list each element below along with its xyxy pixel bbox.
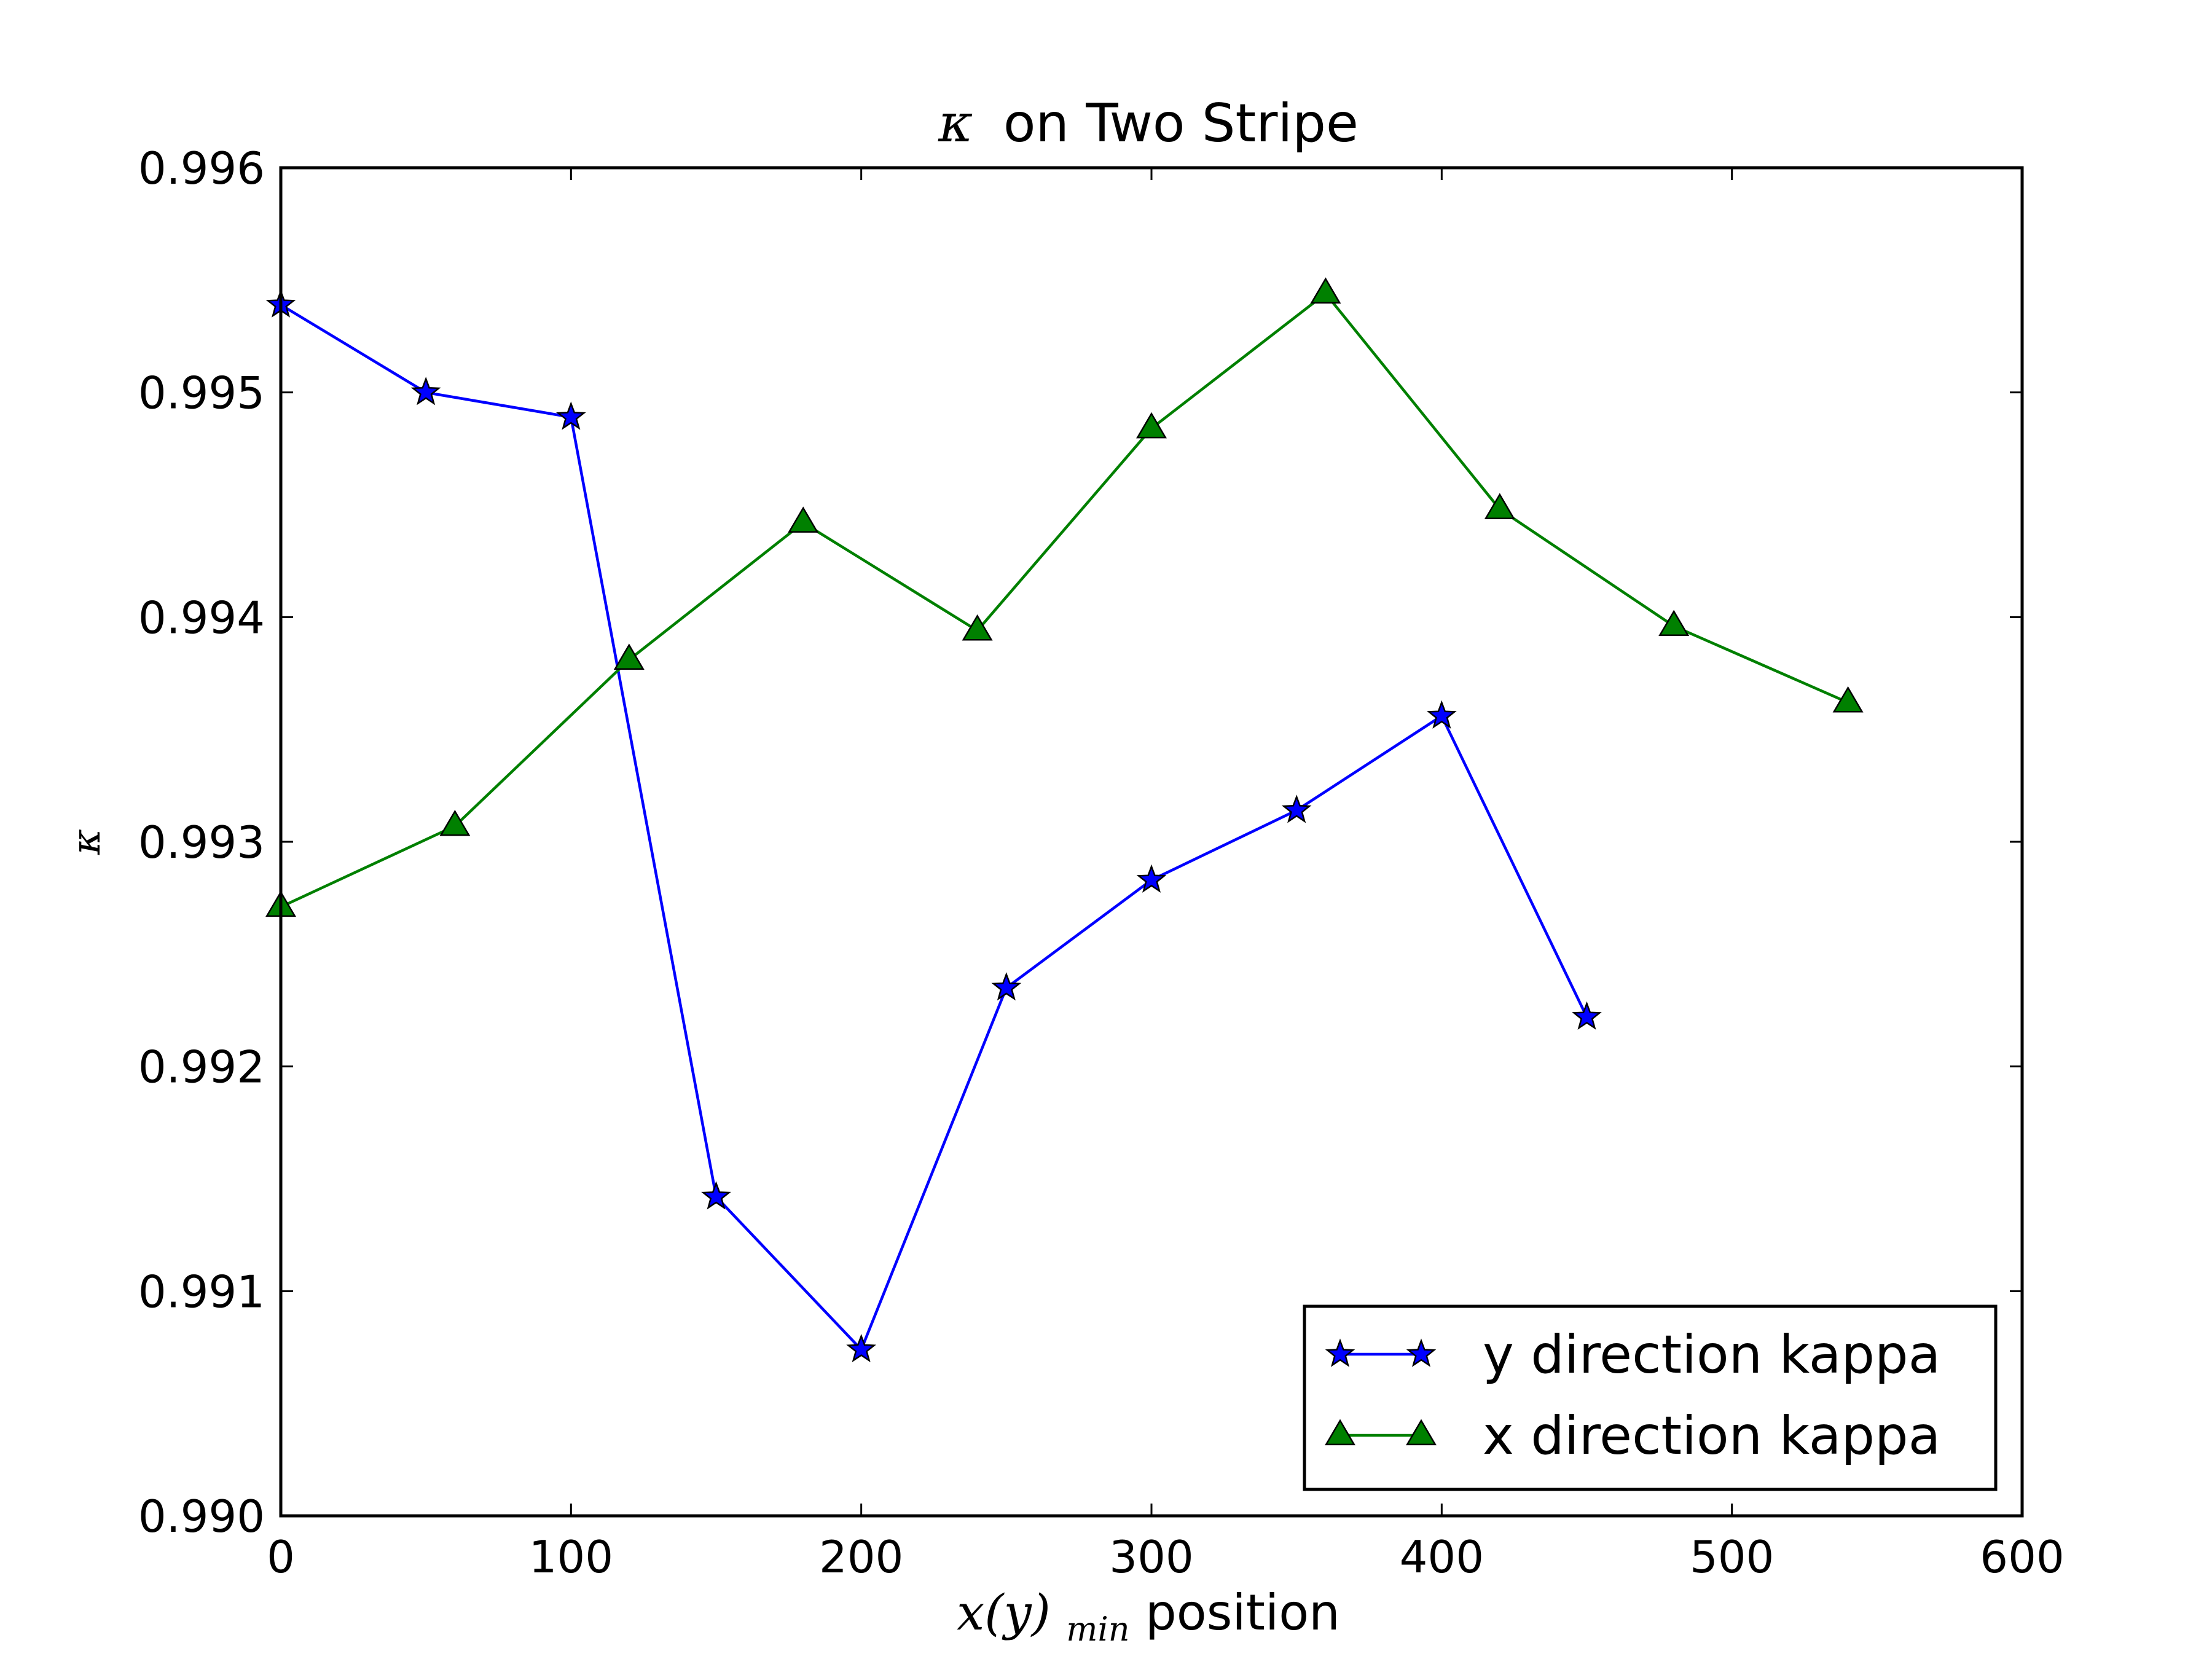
x-tick-label: 100 xyxy=(529,1531,613,1583)
y-tick-label: 0.996 xyxy=(138,143,265,194)
data-point-y-direction xyxy=(1572,1001,1602,1030)
x-tick-label: 300 xyxy=(1109,1531,1193,1583)
legend-label-y-direction: y direction kappa xyxy=(1483,1324,1940,1386)
data-point-y-direction xyxy=(1136,864,1167,893)
chart-title: κ on Two Stripe xyxy=(938,93,1359,154)
x-tick-label: 500 xyxy=(1690,1531,1774,1583)
x-axis-label-text: position xyxy=(1145,1584,1340,1641)
plot-frame xyxy=(279,166,2024,1518)
data-point-y-direction xyxy=(1281,794,1312,823)
chart-title-symbol: κ xyxy=(938,93,973,154)
data-point-x-direction xyxy=(1136,412,1167,439)
data-point-y-direction xyxy=(991,972,1022,1001)
y-tick-label: 0.993 xyxy=(138,817,265,868)
y-tick-label: 0.991 xyxy=(138,1266,265,1317)
legend-box xyxy=(1303,1304,1998,1491)
y-tick-label: 0.995 xyxy=(138,367,265,419)
x-tick-label: 0 xyxy=(267,1531,295,1583)
data-point-x-direction xyxy=(962,614,993,641)
data-point-x-direction xyxy=(1310,277,1341,304)
series-line-x-direction xyxy=(280,291,1849,909)
x-axis-label-subscript: min xyxy=(1066,1610,1129,1649)
data-point-y-direction xyxy=(410,377,441,406)
chart-title-text: on Two Stripe xyxy=(1003,93,1359,154)
legend-marker-y-direction xyxy=(1325,1338,1355,1367)
y-tick-label: 0.994 xyxy=(138,592,265,643)
y-tick-label: 0.990 xyxy=(138,1491,265,1542)
axis-ticks: 0 100 200 300 400 500 600 0.990 0.991 0.992 0.993 0… xyxy=(138,143,2065,1583)
legend-marker-y-direction xyxy=(1406,1338,1437,1367)
data-point-y-direction xyxy=(846,1333,876,1363)
series-x-direction xyxy=(265,277,1864,917)
data-point-x-direction xyxy=(613,643,645,670)
data-point-x-direction xyxy=(788,506,819,533)
data-point-y-direction xyxy=(556,401,586,430)
data-point-x-direction xyxy=(1658,610,1690,637)
data-point-x-direction xyxy=(439,809,471,836)
x-tick-label: 400 xyxy=(1400,1531,1484,1583)
data-point-x-direction xyxy=(1832,686,1864,713)
legend-marker-x-direction xyxy=(1406,1419,1437,1446)
series-y-direction xyxy=(265,289,1602,1363)
x-axis-label-math: x(y) xyxy=(957,1584,1051,1641)
y-tick-label: 0.992 xyxy=(138,1041,265,1093)
x-axis-label: x(y) min position xyxy=(957,1584,1340,1652)
legend-label-x-direction: x direction kappa xyxy=(1483,1405,1940,1467)
series-line-y-direction xyxy=(280,304,1588,1352)
data-point-x-direction xyxy=(1484,493,1515,519)
legend-marker-x-direction xyxy=(1325,1419,1355,1446)
x-tick-label: 200 xyxy=(819,1531,903,1583)
x-tick-label: 600 xyxy=(1980,1531,2064,1583)
data-point-y-direction xyxy=(1427,700,1457,729)
data-point-y-direction xyxy=(701,1181,731,1210)
series-layer xyxy=(265,277,1864,1363)
legend-entry-y-direction: y direction kappa xyxy=(1325,1324,1940,1386)
y-axis-label: κ xyxy=(64,829,109,855)
legend: y direction kappa x direction kappa xyxy=(1303,1304,1998,1491)
legend-entry-x-direction: x direction kappa xyxy=(1325,1405,1940,1467)
